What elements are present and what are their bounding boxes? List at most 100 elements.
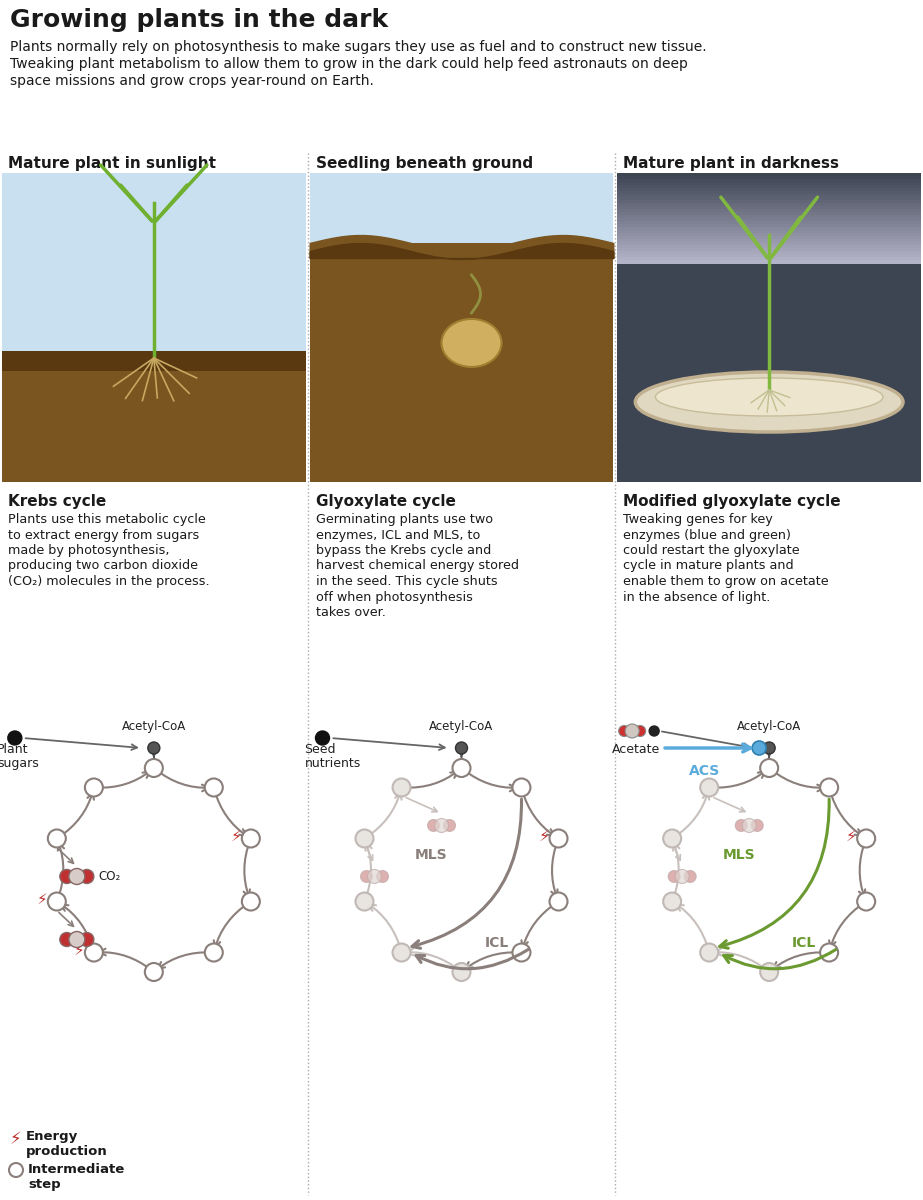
Text: Modified glyoxylate cycle: Modified glyoxylate cycle — [623, 494, 841, 509]
Circle shape — [435, 818, 449, 833]
Bar — [2, 173, 306, 482]
Text: ⚡: ⚡ — [10, 1130, 21, 1148]
Circle shape — [549, 893, 568, 911]
Circle shape — [752, 740, 766, 755]
Text: Tweaking genes for key: Tweaking genes for key — [623, 514, 773, 526]
Circle shape — [663, 829, 681, 847]
Bar — [617, 185, 921, 188]
Bar — [617, 242, 921, 246]
Circle shape — [761, 758, 778, 778]
Circle shape — [69, 931, 85, 948]
Text: Plants normally rely on photosynthesis to make sugars they use as fuel and to co: Plants normally rely on photosynthesis t… — [10, 40, 707, 54]
Circle shape — [452, 758, 471, 778]
Circle shape — [857, 829, 875, 847]
Bar — [617, 233, 921, 236]
Text: step: step — [28, 1178, 61, 1190]
Text: enable them to grow on acetate: enable them to grow on acetate — [623, 575, 829, 588]
Circle shape — [205, 779, 222, 797]
Circle shape — [701, 779, 718, 797]
Circle shape — [444, 820, 456, 832]
Bar — [617, 230, 921, 234]
Text: could restart the glyoxylate: could restart the glyoxylate — [623, 544, 800, 557]
Circle shape — [85, 779, 102, 797]
Circle shape — [145, 758, 162, 778]
Circle shape — [205, 943, 222, 961]
Circle shape — [512, 943, 531, 961]
Circle shape — [761, 962, 778, 982]
Text: Acetyl-CoA: Acetyl-CoA — [737, 720, 801, 733]
Text: ⚡: ⚡ — [74, 943, 85, 958]
Circle shape — [675, 870, 689, 883]
Circle shape — [79, 932, 94, 947]
Text: ⚡: ⚡ — [846, 829, 857, 844]
Text: ⚡: ⚡ — [538, 829, 549, 844]
Bar — [617, 188, 921, 192]
Text: Germinating plants use two: Germinating plants use two — [316, 514, 493, 526]
Circle shape — [618, 726, 629, 737]
Text: off when photosynthesis: off when photosynthesis — [316, 590, 473, 604]
Circle shape — [751, 820, 763, 832]
Text: nutrients: nutrients — [305, 757, 361, 770]
Text: ACS: ACS — [689, 764, 720, 778]
Text: production: production — [26, 1145, 108, 1158]
Text: ICL: ICL — [485, 936, 509, 949]
Bar — [617, 260, 921, 264]
Circle shape — [48, 893, 66, 911]
Bar — [617, 221, 921, 226]
Text: Acetyl-CoA: Acetyl-CoA — [122, 720, 186, 733]
Text: enzymes, ICL and MLS, to: enzymes, ICL and MLS, to — [316, 528, 480, 541]
Circle shape — [684, 870, 696, 882]
Circle shape — [69, 869, 85, 884]
Text: Krebs cycle: Krebs cycle — [8, 494, 106, 509]
Bar — [2, 362, 306, 482]
Circle shape — [355, 829, 374, 847]
Text: Growing plants in the dark: Growing plants in the dark — [10, 8, 389, 32]
Circle shape — [60, 932, 74, 947]
Bar — [617, 218, 921, 222]
Bar — [310, 173, 613, 482]
Bar — [617, 227, 921, 230]
Text: Acetyl-CoA: Acetyl-CoA — [429, 720, 494, 733]
Circle shape — [512, 779, 531, 797]
Circle shape — [821, 779, 838, 797]
Bar — [617, 197, 921, 200]
Circle shape — [85, 943, 102, 961]
Circle shape — [79, 870, 94, 883]
Bar — [617, 179, 921, 182]
Text: ⚡: ⚡ — [37, 892, 48, 907]
Circle shape — [148, 742, 160, 754]
Text: Energy: Energy — [26, 1130, 78, 1142]
Circle shape — [367, 870, 381, 883]
Circle shape — [625, 724, 639, 738]
Text: to extract energy from sugars: to extract energy from sugars — [8, 528, 199, 541]
Bar — [617, 200, 921, 204]
Circle shape — [742, 818, 756, 833]
Circle shape — [361, 870, 373, 882]
Circle shape — [242, 829, 260, 847]
Bar — [617, 239, 921, 242]
Text: MLS: MLS — [723, 848, 756, 862]
Text: in the absence of light.: in the absence of light. — [623, 590, 771, 604]
Bar — [617, 173, 921, 482]
Text: producing two carbon dioxide: producing two carbon dioxide — [8, 559, 198, 572]
Bar — [617, 245, 921, 248]
Circle shape — [145, 962, 162, 982]
Text: space missions and grow crops year-round on Earth.: space missions and grow crops year-round… — [10, 74, 374, 88]
Text: Tweaking plant metabolism to allow them to grow in the dark could help feed astr: Tweaking plant metabolism to allow them … — [10, 56, 688, 71]
Circle shape — [48, 829, 66, 847]
Circle shape — [668, 870, 680, 882]
Circle shape — [9, 1163, 23, 1177]
Text: in the seed. This cycle shuts: in the seed. This cycle shuts — [316, 575, 497, 588]
Text: Acetate: Acetate — [612, 743, 661, 756]
Ellipse shape — [655, 378, 883, 416]
Text: ICL: ICL — [792, 936, 816, 949]
Text: Mature plant in darkness: Mature plant in darkness — [623, 156, 839, 170]
Bar — [617, 209, 921, 214]
Circle shape — [857, 893, 875, 911]
Text: MLS: MLS — [415, 848, 448, 862]
Circle shape — [701, 943, 718, 961]
Circle shape — [821, 943, 838, 961]
Bar — [617, 191, 921, 194]
Text: Intermediate: Intermediate — [28, 1163, 126, 1176]
Bar — [617, 251, 921, 254]
